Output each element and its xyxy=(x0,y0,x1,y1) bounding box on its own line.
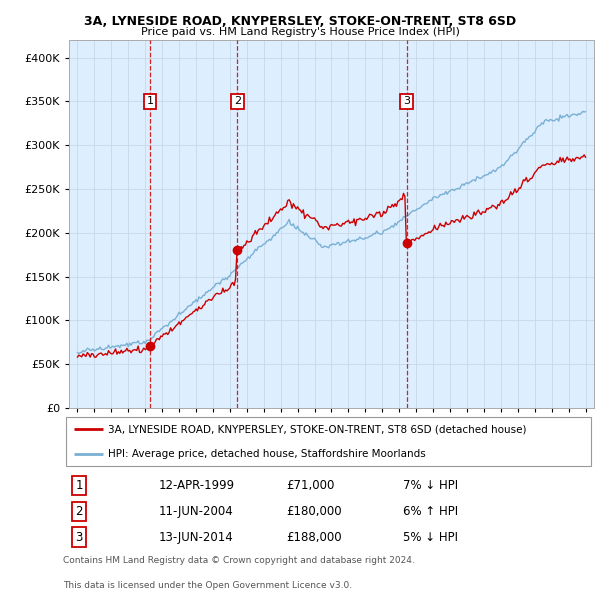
Text: 3: 3 xyxy=(403,96,410,106)
Text: 3: 3 xyxy=(75,530,83,543)
Text: 5% ↓ HPI: 5% ↓ HPI xyxy=(403,530,458,543)
Text: 2: 2 xyxy=(234,96,241,106)
Text: 13-JUN-2014: 13-JUN-2014 xyxy=(158,530,233,543)
Text: £180,000: £180,000 xyxy=(286,505,341,518)
Text: 7% ↓ HPI: 7% ↓ HPI xyxy=(403,479,458,492)
Text: 12-APR-1999: 12-APR-1999 xyxy=(158,479,235,492)
Text: HPI: Average price, detached house, Staffordshire Moorlands: HPI: Average price, detached house, Staf… xyxy=(108,448,426,458)
Text: Contains HM Land Registry data © Crown copyright and database right 2024.: Contains HM Land Registry data © Crown c… xyxy=(63,556,415,565)
Text: 1: 1 xyxy=(75,479,83,492)
Text: 6% ↑ HPI: 6% ↑ HPI xyxy=(403,505,458,518)
Text: Price paid vs. HM Land Registry's House Price Index (HPI): Price paid vs. HM Land Registry's House … xyxy=(140,27,460,37)
Text: 1: 1 xyxy=(146,96,154,106)
Text: £188,000: £188,000 xyxy=(286,530,341,543)
FancyBboxPatch shape xyxy=(65,417,592,466)
Text: 3A, LYNESIDE ROAD, KNYPERSLEY, STOKE-ON-TRENT, ST8 6SD: 3A, LYNESIDE ROAD, KNYPERSLEY, STOKE-ON-… xyxy=(84,15,516,28)
Text: £71,000: £71,000 xyxy=(286,479,334,492)
Text: This data is licensed under the Open Government Licence v3.0.: This data is licensed under the Open Gov… xyxy=(63,582,352,590)
Text: 11-JUN-2004: 11-JUN-2004 xyxy=(158,505,233,518)
Text: 3A, LYNESIDE ROAD, KNYPERSLEY, STOKE-ON-TRENT, ST8 6SD (detached house): 3A, LYNESIDE ROAD, KNYPERSLEY, STOKE-ON-… xyxy=(108,424,527,434)
Text: 2: 2 xyxy=(75,505,83,518)
